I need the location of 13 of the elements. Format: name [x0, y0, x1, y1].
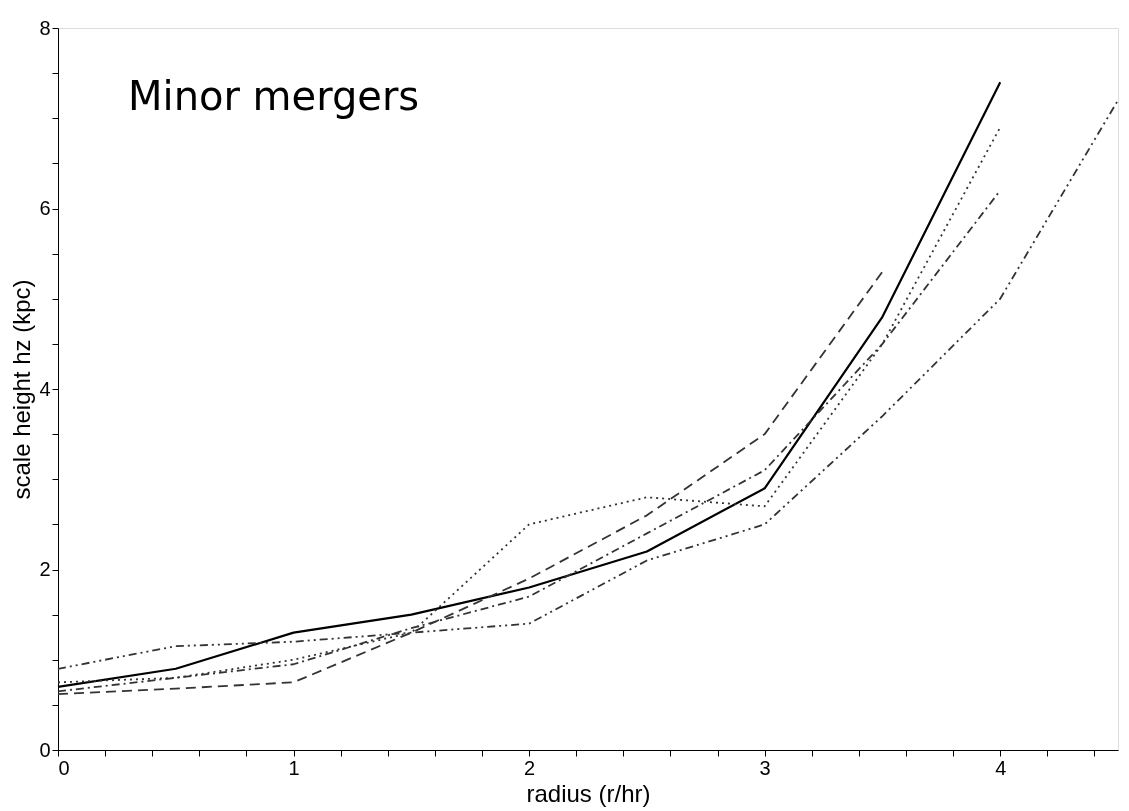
x-tick-label: 4	[995, 756, 1007, 779]
x-tick-label: 0	[58, 756, 70, 779]
y-tick-label: 2	[39, 558, 51, 580]
x-tick-label: 3	[759, 756, 771, 779]
x-tick-label: 1	[288, 756, 300, 779]
y-tick-label: 4	[39, 377, 51, 400]
annotation: Minor mergers	[128, 73, 420, 119]
y-tick-label: 6	[39, 197, 51, 219]
y-tick-label: 0	[39, 738, 51, 761]
x-axis-title: radius (r/hr)	[526, 779, 651, 807]
y-tick-label: 8	[39, 16, 51, 39]
x-tick-label: 2	[524, 756, 536, 779]
y-axis-title: scale height hz (kpc)	[8, 279, 36, 500]
